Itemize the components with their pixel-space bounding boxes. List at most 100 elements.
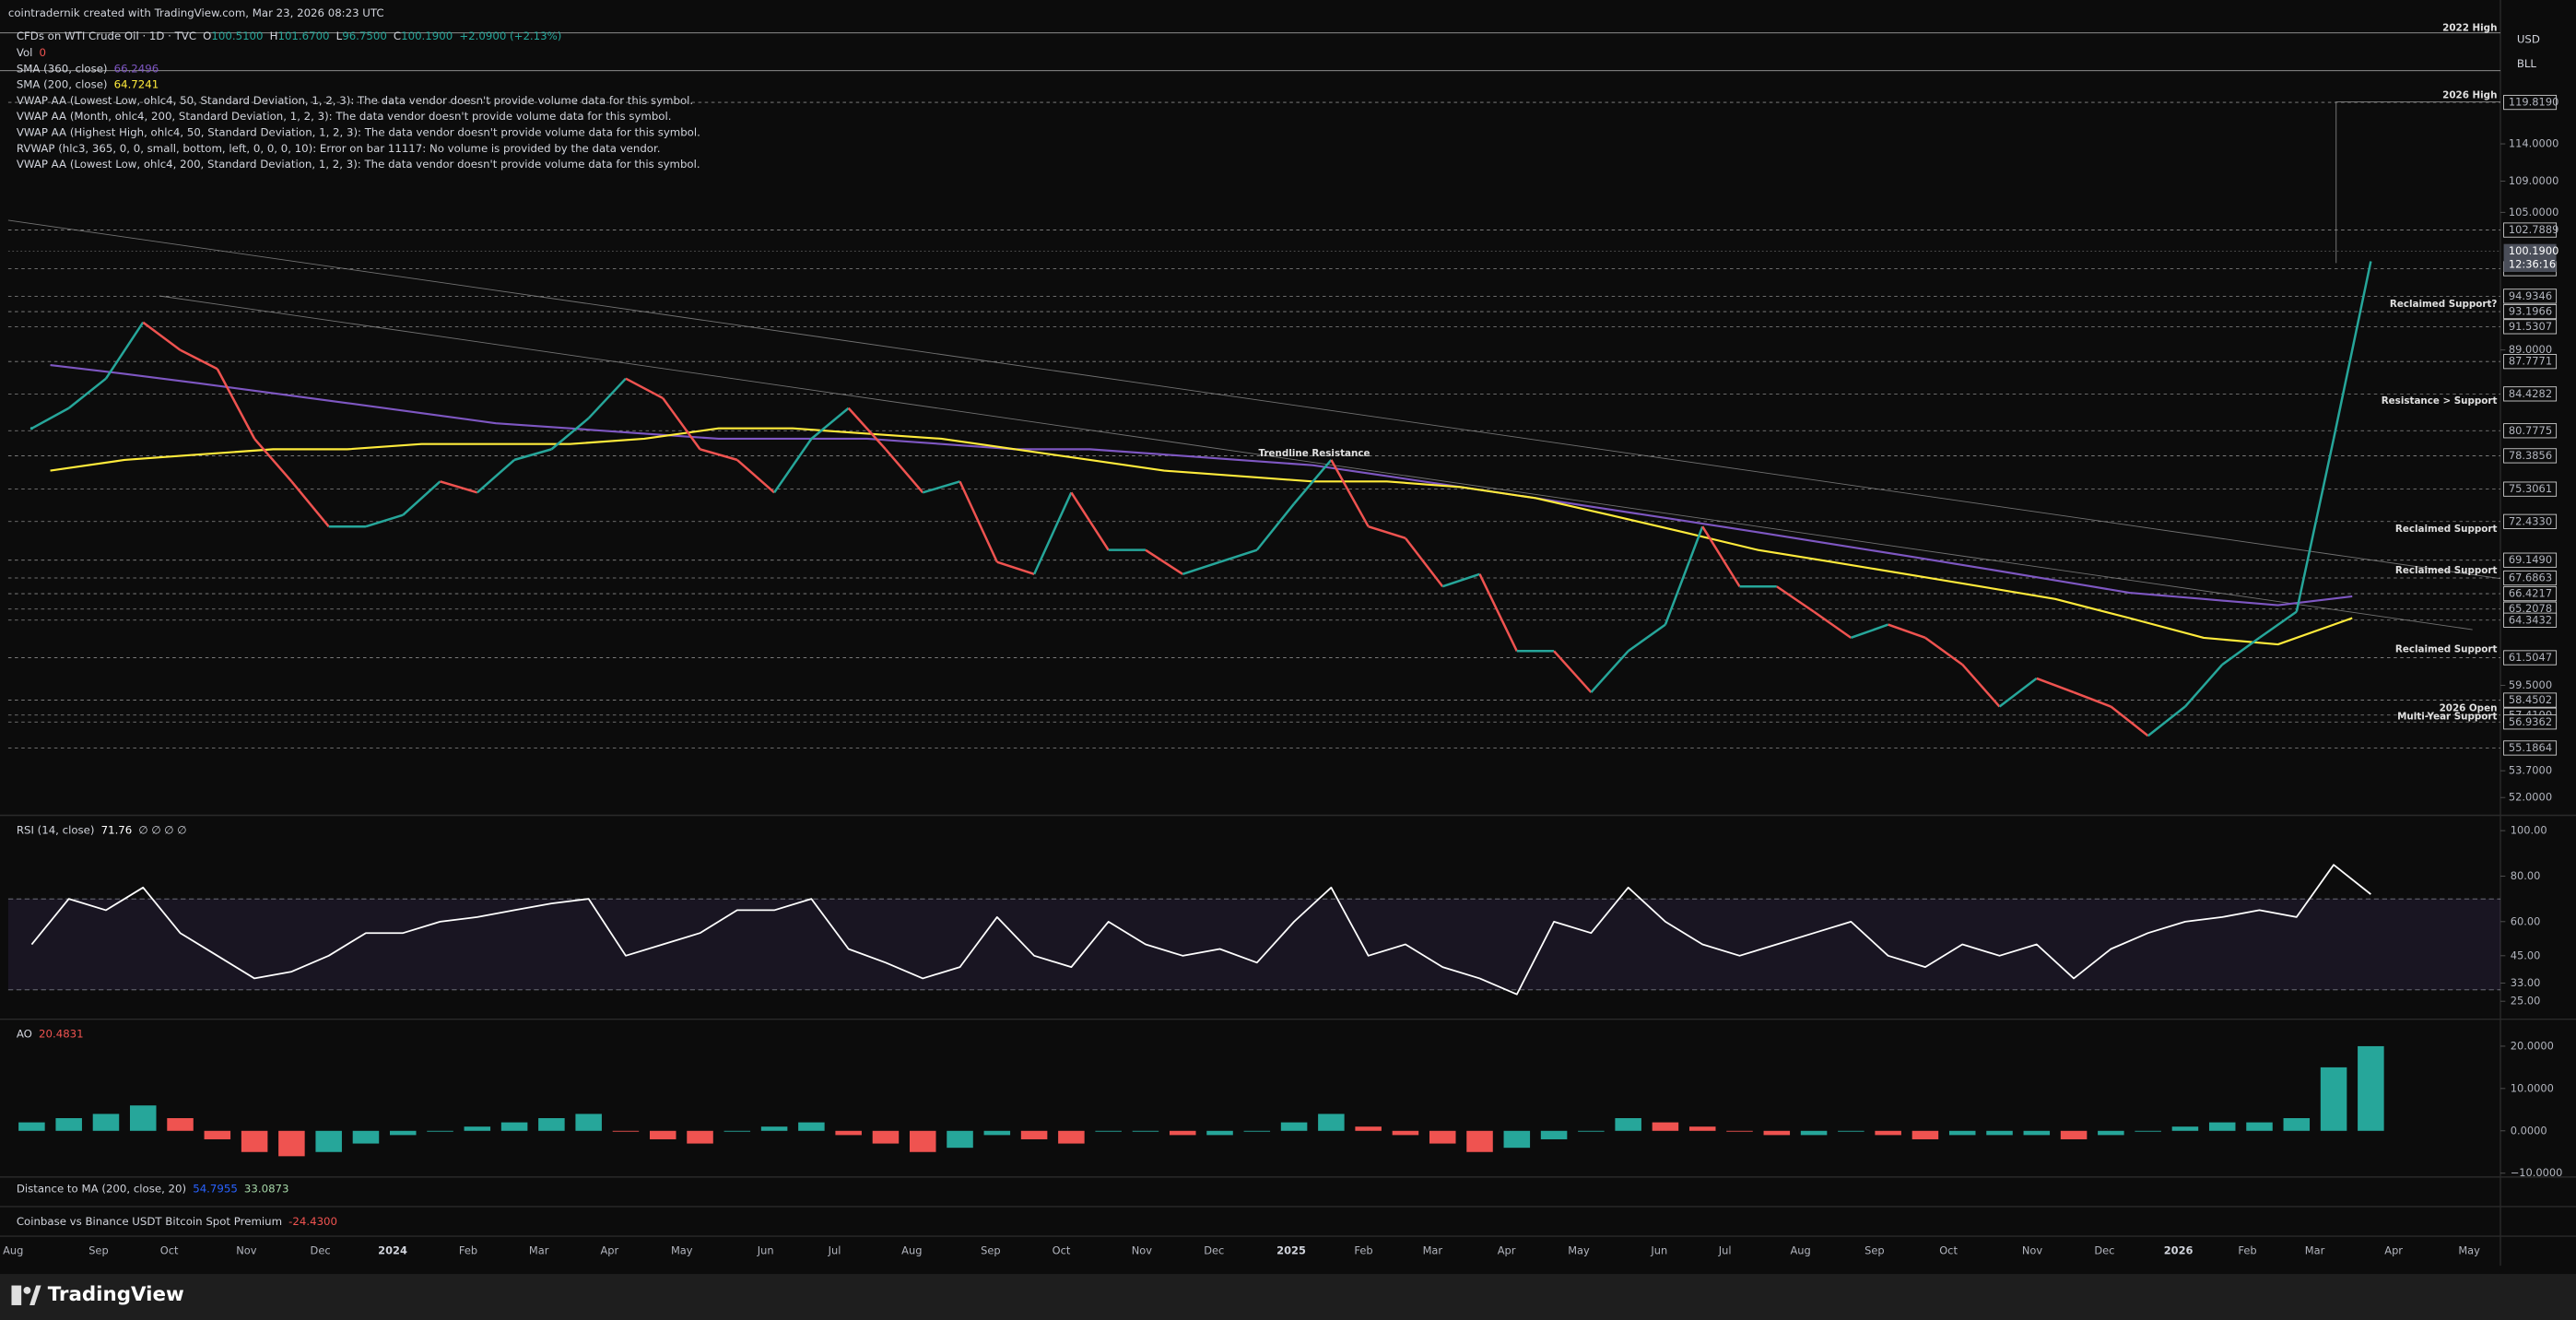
price-tick-label: 93.1966 bbox=[2509, 305, 2552, 318]
brand-logo bbox=[11, 1285, 41, 1305]
ao-bar bbox=[1095, 1130, 1122, 1132]
time-tick-label: Oct bbox=[1053, 1244, 1071, 1257]
price-segment bbox=[1368, 525, 1406, 540]
time-tick-label: Apr bbox=[600, 1244, 618, 1257]
time-tick-label: Dec bbox=[2094, 1244, 2114, 1257]
change: +2.0900 (+2.13%) bbox=[459, 29, 561, 42]
ao-legend: AO 20.4831 bbox=[17, 1027, 84, 1040]
time-tick-label: Nov bbox=[1132, 1244, 1153, 1257]
price-label-box bbox=[2503, 319, 2558, 335]
price-segment bbox=[2147, 705, 2186, 737]
ao-bar bbox=[1948, 1130, 1976, 1136]
rsi-tick-label: 25.00 bbox=[2511, 995, 2541, 1008]
price-segment bbox=[1404, 537, 1444, 587]
ao-bar bbox=[1615, 1118, 1641, 1131]
price-tick-label: 58.4502 bbox=[2509, 693, 2552, 706]
rsi-tick-label: 60.00 bbox=[2511, 914, 2541, 927]
ohlc-key: H bbox=[270, 29, 278, 42]
price-segment bbox=[1813, 610, 1853, 639]
price-segment bbox=[1961, 664, 2001, 708]
time-tick-label: Nov bbox=[2022, 1244, 2043, 1257]
symbol: CFDs on WTI Crude Oil · 1D · TVC bbox=[17, 29, 196, 42]
time-tick-label: Dec bbox=[311, 1244, 331, 1257]
ao-tick-label: 20.0000 bbox=[2511, 1039, 2554, 1052]
price-tick-label: 53.7000 bbox=[2509, 764, 2552, 777]
annotation: Resistance > Support bbox=[2382, 395, 2498, 407]
logo-part bbox=[11, 1285, 22, 1305]
ao-bar bbox=[1652, 1122, 1679, 1131]
price-tick-label: 78.3856 bbox=[2509, 449, 2552, 462]
ao-bar bbox=[1169, 1130, 1196, 1136]
ao-bar bbox=[1503, 1130, 1531, 1149]
price-segment bbox=[773, 438, 813, 494]
rsi-band bbox=[7, 899, 2501, 990]
axis-button[interactable]: BLL bbox=[2517, 57, 2537, 70]
price-segment bbox=[1145, 548, 1183, 575]
price-start bbox=[29, 427, 34, 430]
price-segment bbox=[735, 458, 775, 494]
ao-bar bbox=[427, 1130, 453, 1132]
price-label-box bbox=[2503, 303, 2558, 320]
price-segment bbox=[1590, 650, 1629, 693]
price-tick-label: 56.9362 bbox=[2509, 715, 2552, 728]
price-segment bbox=[1553, 650, 1593, 693]
time-tick-label: 2025 bbox=[1276, 1244, 1306, 1257]
time-tick-label: 2026 bbox=[2164, 1244, 2194, 1257]
ao-bar bbox=[1540, 1130, 1568, 1139]
ao-bar bbox=[1206, 1130, 1233, 1136]
rsi-title: RSI (14, close) bbox=[17, 823, 95, 836]
indicator-value: 66.2496 bbox=[114, 62, 159, 75]
time-tick-label: Feb bbox=[1354, 1244, 1372, 1257]
ao-bar bbox=[983, 1130, 1011, 1136]
price-segment bbox=[1032, 491, 1073, 575]
price-tick-label: 119.8190 bbox=[2509, 96, 2558, 109]
drawings bbox=[0, 32, 2501, 631]
price-segment bbox=[996, 560, 1035, 576]
ao-bar bbox=[1318, 1114, 1345, 1131]
annotation: Reclaimed Support bbox=[2395, 524, 2498, 535]
ao-bar bbox=[167, 1118, 194, 1131]
ao-bar bbox=[1058, 1130, 1085, 1144]
price-segment bbox=[365, 513, 404, 528]
price-segment bbox=[1924, 636, 1963, 666]
ao-bar bbox=[1838, 1130, 1864, 1132]
indicator-legend: VWAP AA (Month, ohlc4, 200, Standard Dev… bbox=[17, 110, 672, 123]
time-tick-label: Sep bbox=[1864, 1244, 1884, 1257]
time-tick-label: Mar bbox=[1423, 1244, 1443, 1257]
price-segment bbox=[1850, 623, 1889, 640]
premium-title: Coinbase vs Binance USDT Bitcoin Spot Pr… bbox=[17, 1214, 282, 1227]
indicator-name: SMA (200, close) bbox=[17, 77, 108, 90]
distance-value: 54.7955 bbox=[193, 1182, 238, 1195]
distance-title: Distance to MA (200, close, 20) bbox=[17, 1182, 186, 1195]
ohlc-value: 100.5100 bbox=[211, 29, 263, 42]
rsi-value: 71.76 bbox=[101, 823, 133, 836]
ao-bar bbox=[2098, 1130, 2124, 1136]
ao-bar bbox=[278, 1130, 305, 1157]
time-tick-label: Aug bbox=[1791, 1244, 1811, 1257]
time-tick-label: 2024 bbox=[378, 1244, 407, 1257]
time-tick-label: Jun bbox=[1650, 1244, 1667, 1257]
price-tick-label: 67.6863 bbox=[2509, 572, 2552, 584]
ao-bar bbox=[872, 1130, 900, 1144]
ao-bar bbox=[1875, 1130, 1901, 1136]
price-tick-label: 80.7775 bbox=[2509, 424, 2552, 437]
ao-bar bbox=[2135, 1130, 2161, 1132]
time-tick-label: Aug bbox=[3, 1244, 23, 1257]
price-segment bbox=[513, 448, 552, 462]
time-tick-label: Feb bbox=[2238, 1244, 2256, 1257]
time-tick-label: May bbox=[1568, 1244, 1590, 1257]
price-segment bbox=[30, 407, 70, 430]
price-label-box bbox=[2503, 94, 2558, 111]
price-tick-label: 105.0000 bbox=[2509, 206, 2558, 218]
price-label-box bbox=[2503, 222, 2558, 238]
rsi-line bbox=[30, 864, 2371, 996]
price-tick-label: 69.1490 bbox=[2509, 553, 2552, 566]
price-segment bbox=[1255, 502, 1296, 551]
indicator-value: 0 bbox=[40, 46, 46, 59]
price-tick-label: 89.0000 bbox=[2509, 343, 2552, 356]
price-tick-label: 61.5047 bbox=[2509, 651, 2552, 664]
axis-button[interactable]: USD bbox=[2517, 32, 2540, 45]
indicator-name: SMA (360, close) bbox=[17, 62, 108, 75]
ao-bar bbox=[2060, 1130, 2088, 1139]
price-tick-label: 65.2078 bbox=[2509, 602, 2552, 615]
